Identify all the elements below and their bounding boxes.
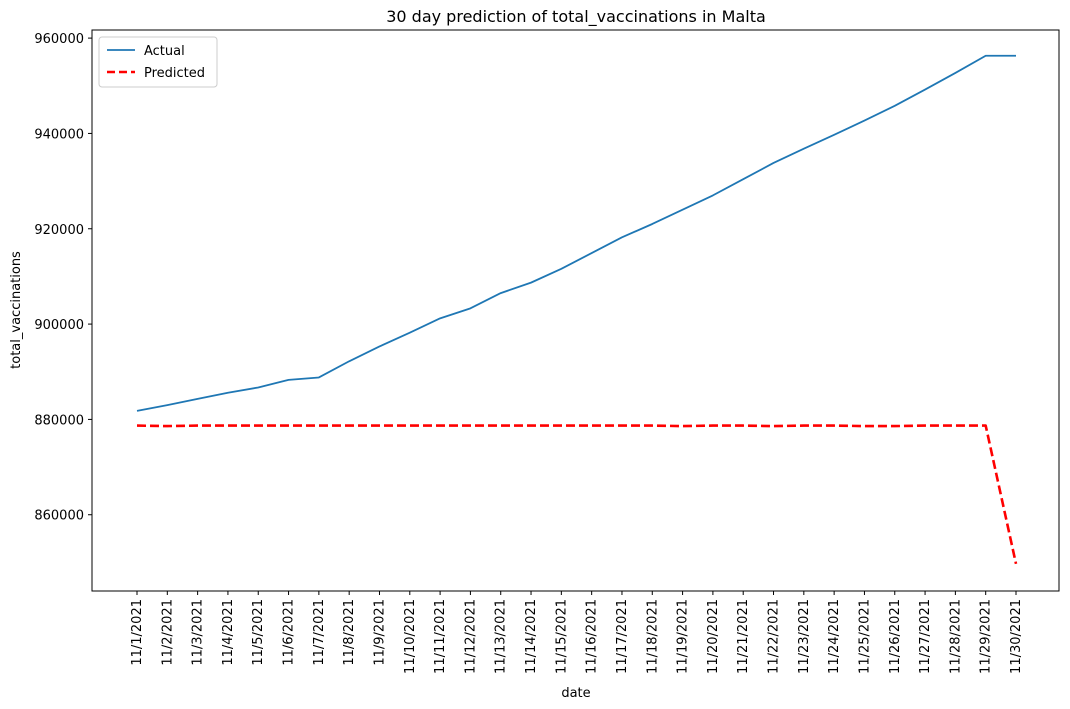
x-tick-label: 11/24/2021 bbox=[827, 599, 842, 674]
x-tick-label: 11/15/2021 bbox=[554, 599, 569, 674]
x-tick-label: 11/21/2021 bbox=[736, 599, 751, 674]
x-tick-label: 11/13/2021 bbox=[494, 599, 509, 674]
x-tick-label: 11/19/2021 bbox=[676, 599, 691, 674]
x-tick-label: 11/22/2021 bbox=[767, 599, 782, 674]
chart-title: 30 day prediction of total_vaccinations … bbox=[386, 7, 766, 27]
y-tick-label: 860000 bbox=[34, 509, 84, 524]
series-line-actual bbox=[136, 54, 1016, 412]
y-axis-label: total_vaccinations bbox=[9, 251, 24, 369]
x-tick-label: 11/26/2021 bbox=[888, 599, 903, 674]
x-tick-label: 11/4/2021 bbox=[221, 599, 236, 666]
x-tick-label: 11/16/2021 bbox=[585, 599, 600, 674]
x-axis: 11/1/2021 11/2/2021 11/3/2021 11/4/2021 11/5… bbox=[130, 591, 1024, 674]
y-tick-label: 880000 bbox=[34, 413, 84, 428]
y-tick-label: 920000 bbox=[34, 223, 84, 238]
x-tick-label: 11/11/2021 bbox=[433, 599, 448, 674]
y-tick-label: 940000 bbox=[34, 127, 84, 142]
x-tick-label: 11/9/2021 bbox=[372, 599, 387, 666]
x-tick-label: 11/3/2021 bbox=[191, 599, 206, 666]
x-tick-label: 11/14/2021 bbox=[524, 599, 539, 674]
legend-label-actual: Actual bbox=[144, 44, 185, 59]
x-tick-label: 11/29/2021 bbox=[979, 599, 994, 674]
x-tick-label: 11/6/2021 bbox=[282, 599, 297, 666]
x-tick-label: 11/1/2021 bbox=[130, 599, 145, 666]
x-tick-label: 11/2/2021 bbox=[160, 599, 175, 666]
y-tick-label: 900000 bbox=[34, 318, 84, 333]
y-axis: 860000 880000 900000 920000 940000 960000 bbox=[34, 32, 92, 524]
legend-label-predicted: Predicted bbox=[144, 66, 205, 81]
y-tick-label: 960000 bbox=[34, 32, 84, 47]
legend: Actual Predicted bbox=[98, 36, 218, 88]
x-tick-label: 11/10/2021 bbox=[403, 599, 418, 674]
x-tick-label: 11/5/2021 bbox=[251, 599, 266, 666]
plot-area bbox=[91, 29, 1060, 592]
series-line-predicted bbox=[136, 424, 1018, 565]
x-tick-label: 11/30/2021 bbox=[1009, 599, 1024, 674]
x-tick-label: 11/17/2021 bbox=[615, 599, 630, 674]
x-tick-label: 11/12/2021 bbox=[463, 599, 478, 674]
x-tick-label: 11/20/2021 bbox=[706, 599, 721, 674]
x-tick-label: 11/18/2021 bbox=[645, 599, 660, 674]
x-tick-label: 11/28/2021 bbox=[948, 599, 963, 674]
x-axis-label: date bbox=[561, 686, 590, 701]
x-tick-label: 11/23/2021 bbox=[797, 599, 812, 674]
x-tick-label: 11/25/2021 bbox=[857, 599, 872, 674]
plot-frame bbox=[91, 29, 1060, 592]
series-layer bbox=[136, 54, 1018, 565]
x-tick-label: 11/27/2021 bbox=[918, 599, 933, 674]
x-tick-label: 11/7/2021 bbox=[312, 599, 327, 666]
x-tick-label: 11/8/2021 bbox=[342, 599, 357, 666]
